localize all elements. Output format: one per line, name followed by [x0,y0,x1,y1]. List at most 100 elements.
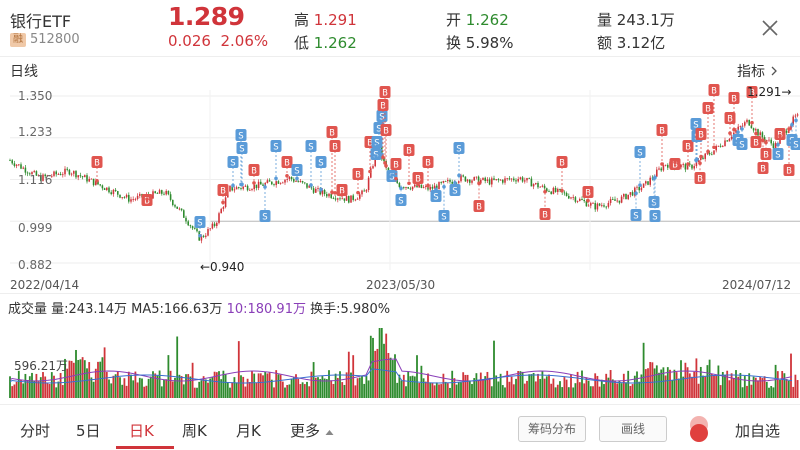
volume-bar [702,375,704,398]
candle-body [172,199,174,206]
change-amount: 0.026 [168,32,211,50]
tab-daily-k[interactable]: 日K [129,422,154,440]
volume-bar [123,378,126,398]
volume-bar [103,347,106,398]
marker-letter: S [374,139,379,149]
buy-marker [582,186,594,198]
close-icon[interactable] [758,16,782,40]
volume-bar [270,379,273,398]
candle-body [121,197,123,198]
volume-bar [688,373,691,398]
marker-dot [198,233,202,238]
add-to-watchlist-button[interactable]: 加自选 [735,422,781,440]
volume-bar [233,377,236,398]
marker-dot [543,189,547,194]
candlestick-chart[interactable]: BBSBSSSBSSBSSSBBBBBSSSSBBBSBSBBBSSSSBBBB… [0,80,800,285]
candle-body [363,190,365,192]
volume-bar [57,381,60,398]
volume-bar [178,374,181,398]
candle-body [48,175,51,177]
candle-body [345,196,348,201]
buy-marker [746,86,758,98]
candle-body [317,188,319,189]
indicator-button[interactable]: 指标 [737,61,779,81]
volume-bar [378,328,381,398]
buy-marker [329,140,341,152]
tab-intraday[interactable]: 分时 [20,422,51,440]
marker-dot [221,200,225,205]
marker-dot [442,184,446,189]
buy-marker [422,156,434,168]
candle-body [438,182,440,190]
volume-bar [438,384,440,398]
volume-bar [664,375,667,398]
volume-bar [369,335,372,398]
tab-weekly-k[interactable]: 周K [182,422,207,440]
candle-body [429,186,431,190]
buy-marker [702,102,714,114]
tab-5day[interactable]: 5日 [76,422,101,440]
buy-marker [412,172,424,184]
marker-letter: S [398,197,403,207]
volume-bar [53,375,55,398]
volume-chart[interactable] [0,318,800,402]
volume-bar [15,381,18,398]
volume-bar [196,387,198,398]
volume-bar [295,374,297,398]
marker-dot [457,173,461,178]
volume-bar [420,365,423,398]
marker-dot [394,176,398,181]
marker-dot [764,140,768,145]
sell-marker [453,142,465,154]
candle-body [623,194,625,197]
volume-bar [792,386,795,398]
volume-bar [409,376,412,398]
tab-more[interactable]: 更多 [290,420,334,441]
volume-bar [149,376,152,398]
candle-body [165,190,167,195]
volume-bar [143,386,146,398]
chip-distribution-button[interactable]: 筹码分布 [518,416,586,442]
volume-bar [638,381,641,398]
candle-body [57,174,60,175]
volume-bar [79,359,82,398]
volume-bar [101,357,104,398]
marker-letter: B [585,189,591,199]
volume-bar [105,372,108,398]
candle-body [189,225,192,227]
marker-letter: B [367,139,373,149]
candle-body [442,181,445,183]
draw-line-button[interactable]: 画线 [599,416,667,442]
volume-bar [675,372,678,398]
volume-bar [389,357,392,398]
volume-bar [750,384,753,398]
candle-body [532,184,535,187]
candle-body [271,181,273,185]
volume-bar [356,378,359,398]
volume-bar [523,383,526,398]
candle-body [293,179,295,182]
candle-body [535,183,537,185]
volume-bar [75,349,77,398]
tab-monthly-k[interactable]: 月K [236,422,261,440]
candle-body [191,226,194,229]
candle-body [185,217,187,222]
candle-body [728,138,731,142]
volume-bar [501,385,504,398]
candle-body [579,198,581,201]
marker-dot [660,162,664,166]
marker-letter: S [633,212,638,222]
candle-body [475,176,478,178]
volume-bar [517,371,520,398]
record-dot-icon[interactable] [682,414,716,444]
marker-dot [295,176,299,181]
candle-body [101,185,104,189]
candle-body [207,229,209,236]
volume-bar [61,385,64,398]
candle-body [134,198,137,200]
volume-bar [229,387,231,398]
volume-bar [365,375,368,398]
volume-value: 243.1万 [616,11,675,29]
margin-badge: 融 [10,33,26,47]
volume-bar [451,370,454,398]
